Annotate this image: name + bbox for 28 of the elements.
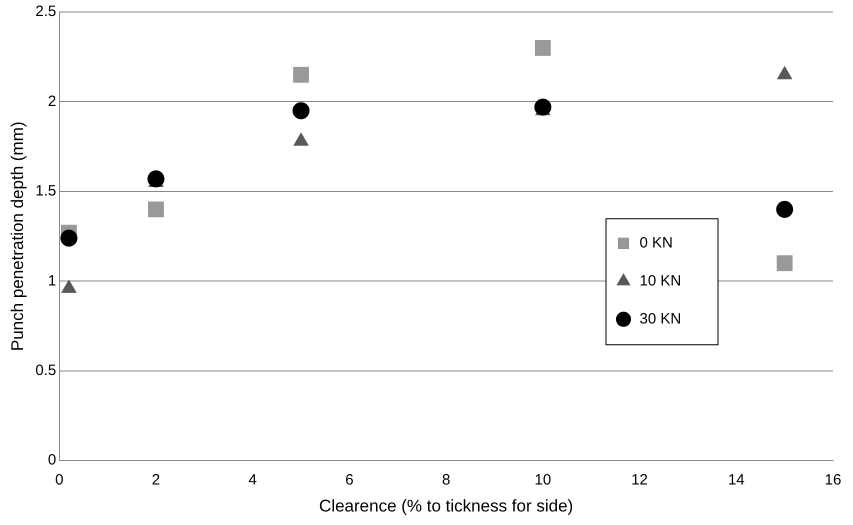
point — [776, 255, 793, 272]
x-tick-label: 12 — [631, 472, 648, 489]
point — [776, 200, 794, 218]
x-tick-label: 16 — [824, 472, 842, 489]
x-axis-title: Clearence (% to tickness for side) — [319, 496, 574, 516]
legend-label: 30 KN — [640, 310, 682, 328]
y-axis-title: Punch penetration depth (mm) — [8, 121, 27, 352]
y-tick-label: 1.5 — [35, 182, 56, 200]
point — [293, 66, 309, 83]
y-tick-label: 0.5 — [35, 362, 56, 380]
x-tick-label: 4 — [248, 472, 257, 489]
y-tick-label: 2 — [48, 92, 56, 110]
y-tick-label: 1 — [48, 272, 56, 290]
point — [148, 201, 164, 218]
point — [534, 40, 551, 56]
x-tick-label: 8 — [442, 472, 450, 489]
point — [292, 102, 310, 120]
x-tick-label: 6 — [345, 472, 354, 489]
x-tick-label: 10 — [534, 472, 552, 489]
x-tick-label: 14 — [728, 472, 745, 489]
y-tick-label: 2.5 — [35, 3, 56, 20]
legend-label: 0 KN — [640, 234, 673, 252]
x-tick-label: 2 — [152, 472, 160, 489]
point — [60, 230, 78, 247]
point — [534, 98, 552, 116]
y-tick-label: 0 — [48, 452, 56, 469]
point — [147, 170, 164, 188]
legend-label: 10 KN — [640, 272, 682, 290]
